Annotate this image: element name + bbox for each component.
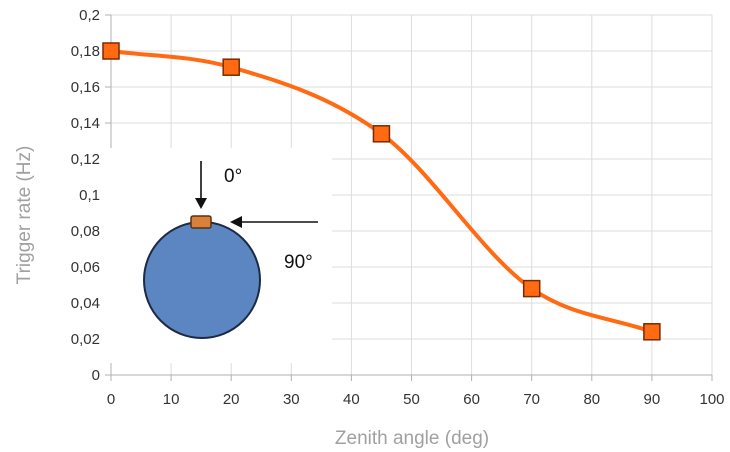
label-ninety-degrees: 90°: [284, 252, 313, 273]
data-point-marker: [222, 58, 240, 76]
x-tick-label: 0: [107, 391, 115, 408]
data-point-marker: [643, 323, 661, 341]
x-tick-label: 20: [223, 391, 240, 408]
y-tick-label: 0,06: [71, 259, 100, 276]
x-tick-label: 10: [163, 391, 180, 408]
y-tick-label: 0,1: [79, 187, 100, 204]
data-point-marker: [522, 279, 541, 298]
data-point-marker: [372, 125, 391, 143]
y-tick-label: 0,02: [71, 331, 100, 348]
markers: [102, 42, 661, 341]
label-zero-degrees: 0°: [224, 166, 242, 187]
x-tick-label: 50: [403, 391, 420, 408]
x-tick-label: 40: [343, 391, 360, 408]
x-tick-label: 70: [523, 391, 540, 408]
y-tick-label: 0,04: [71, 295, 100, 312]
y-tick-label: 0: [92, 367, 100, 384]
x-tick-label: 80: [583, 391, 600, 408]
down-arrow-head-icon: [195, 198, 207, 209]
y-tick-label: 0,16: [71, 79, 100, 96]
x-tick-label: 30: [283, 391, 300, 408]
y-tick-label: 0,12: [71, 151, 100, 168]
x-tick-label: 100: [699, 391, 724, 408]
sphere-icon: [143, 221, 261, 339]
data-point-marker: [102, 42, 120, 60]
x-tick-label: 90: [644, 391, 661, 408]
y-tick-label: 0,2: [79, 7, 100, 24]
sensor-icon: [190, 215, 212, 229]
y-tick-label: 0,14: [71, 115, 100, 132]
x-tick-label: 60: [463, 391, 480, 408]
y-tick-label: 0,18: [71, 43, 100, 60]
y-axis-title: Trigger rate (Hz): [14, 146, 35, 285]
left-arrow-head-icon: [230, 216, 242, 228]
x-axis-title: Zenith angle (deg): [335, 428, 489, 449]
y-tick-label: 0,08: [71, 223, 100, 240]
inset-illustration: 0° 90°: [102, 148, 332, 363]
